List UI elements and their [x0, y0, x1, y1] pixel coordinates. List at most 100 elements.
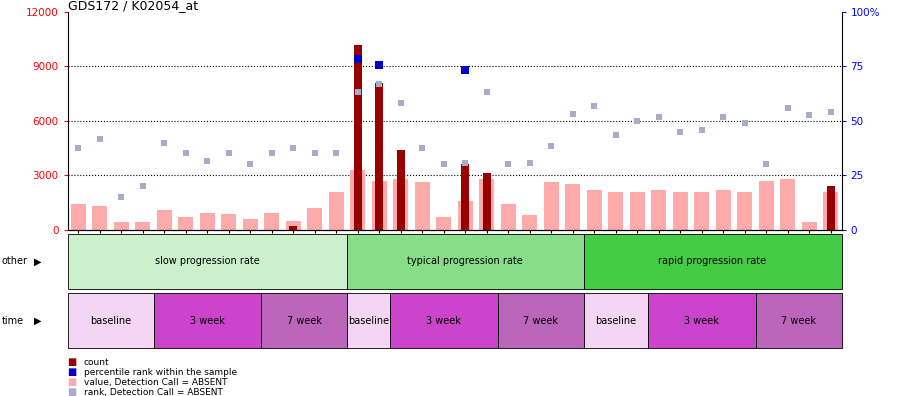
- Text: percentile rank within the sample: percentile rank within the sample: [84, 368, 237, 377]
- Bar: [200, 213, 215, 230]
- Bar: [500, 204, 516, 230]
- Point: [695, 127, 709, 133]
- Bar: [737, 192, 752, 230]
- Bar: [479, 179, 494, 230]
- Bar: [824, 192, 838, 230]
- Bar: [71, 204, 86, 230]
- Point: [716, 114, 731, 120]
- Point: [480, 89, 494, 95]
- Point: [415, 145, 429, 151]
- Point: [608, 132, 623, 139]
- Point: [372, 61, 386, 68]
- Point: [93, 136, 107, 142]
- Bar: [827, 186, 834, 230]
- Bar: [436, 217, 451, 230]
- Point: [157, 139, 171, 146]
- Text: typical progression rate: typical progression rate: [408, 256, 523, 267]
- Text: slow progression rate: slow progression rate: [155, 256, 259, 267]
- Bar: [522, 215, 537, 230]
- Bar: [307, 208, 322, 230]
- Point: [759, 161, 773, 168]
- Bar: [462, 164, 469, 230]
- Bar: [178, 217, 194, 230]
- Bar: [113, 223, 129, 230]
- Bar: [243, 219, 257, 230]
- Point: [308, 150, 322, 156]
- Bar: [759, 181, 774, 230]
- Point: [630, 118, 644, 124]
- Point: [372, 81, 386, 88]
- Text: rapid progression rate: rapid progression rate: [659, 256, 767, 267]
- Point: [200, 158, 214, 164]
- Point: [824, 109, 838, 115]
- Bar: [630, 192, 644, 230]
- Point: [114, 194, 129, 200]
- Text: baseline: baseline: [348, 316, 389, 326]
- Text: 3 week: 3 week: [684, 316, 719, 326]
- Text: baseline: baseline: [595, 316, 636, 326]
- Bar: [587, 190, 602, 230]
- Bar: [221, 214, 237, 230]
- Bar: [375, 83, 383, 230]
- Text: 7 week: 7 week: [286, 316, 321, 326]
- Point: [458, 67, 473, 73]
- Point: [587, 103, 601, 109]
- Text: count: count: [84, 358, 109, 367]
- Point: [265, 150, 279, 156]
- Text: rank, Detection Call = ABSENT: rank, Detection Call = ABSENT: [84, 388, 222, 396]
- Text: 3 week: 3 week: [190, 316, 225, 326]
- Point: [329, 150, 344, 156]
- Text: ■: ■: [68, 387, 76, 396]
- Point: [458, 159, 473, 166]
- Bar: [290, 226, 297, 230]
- Point: [351, 56, 365, 62]
- Point: [738, 120, 752, 126]
- Point: [351, 89, 365, 95]
- Point: [286, 145, 301, 151]
- Bar: [672, 192, 688, 230]
- Text: 7 week: 7 week: [523, 316, 558, 326]
- Text: ■: ■: [68, 367, 76, 377]
- Point: [243, 161, 257, 168]
- Text: GDS172 / K02054_at: GDS172 / K02054_at: [68, 0, 198, 12]
- Bar: [157, 210, 172, 230]
- Bar: [544, 183, 559, 230]
- Bar: [92, 206, 107, 230]
- Point: [523, 159, 537, 166]
- Point: [71, 145, 86, 151]
- Bar: [397, 150, 404, 230]
- Bar: [780, 179, 796, 230]
- Text: 7 week: 7 week: [781, 316, 816, 326]
- Text: value, Detection Call = ABSENT: value, Detection Call = ABSENT: [84, 378, 227, 386]
- Point: [802, 112, 816, 118]
- Point: [178, 150, 193, 156]
- Bar: [694, 192, 709, 230]
- Text: 3 week: 3 week: [427, 316, 461, 326]
- Point: [780, 105, 795, 111]
- Bar: [328, 192, 344, 230]
- Point: [136, 183, 150, 189]
- Point: [501, 161, 516, 168]
- Text: other: other: [2, 256, 28, 267]
- Bar: [285, 221, 301, 230]
- Text: ■: ■: [68, 377, 76, 387]
- Bar: [716, 190, 731, 230]
- Bar: [135, 221, 150, 230]
- Bar: [372, 181, 387, 230]
- Bar: [265, 213, 279, 230]
- Bar: [393, 179, 409, 230]
- Point: [673, 128, 688, 135]
- Point: [652, 114, 666, 120]
- Bar: [458, 201, 473, 230]
- Bar: [565, 184, 581, 230]
- Bar: [415, 183, 430, 230]
- Bar: [652, 190, 666, 230]
- Bar: [483, 173, 490, 230]
- Text: baseline: baseline: [90, 316, 131, 326]
- Bar: [608, 192, 624, 230]
- Point: [565, 110, 580, 117]
- Text: ▶: ▶: [34, 316, 41, 326]
- Point: [393, 99, 408, 106]
- Bar: [354, 44, 362, 230]
- Bar: [350, 170, 365, 230]
